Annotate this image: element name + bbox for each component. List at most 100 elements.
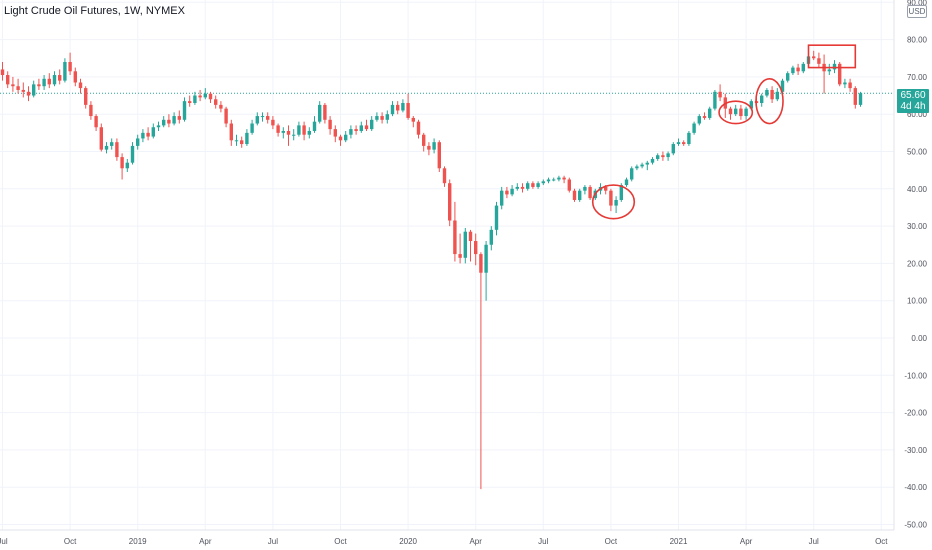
candle-body — [640, 164, 644, 167]
candle-body — [609, 190, 613, 206]
candle-body — [349, 129, 353, 135]
chart-title: Light Crude Oil Futures, 1W, NYMEX — [4, 5, 185, 17]
candle — [380, 112, 384, 124]
candle-body — [463, 231, 467, 258]
candle — [42, 75, 46, 90]
candle-body — [99, 127, 103, 150]
candle — [359, 121, 363, 133]
candle-body — [858, 93, 863, 105]
candle — [713, 89, 717, 111]
candle-body — [770, 89, 774, 100]
candle-body — [843, 82, 847, 85]
candle — [786, 71, 790, 83]
candle — [474, 233, 478, 266]
candle-body — [286, 130, 291, 135]
grid-lines — [0, 0, 894, 530]
candle-body — [125, 162, 129, 169]
candle — [406, 93, 410, 120]
candle-body — [494, 205, 499, 230]
candle-body — [245, 132, 249, 145]
candle-body — [832, 63, 837, 70]
candle — [136, 134, 140, 150]
candle-body — [479, 254, 483, 273]
candle-body — [16, 86, 20, 90]
candle-body — [182, 101, 187, 120]
candle — [302, 121, 306, 141]
time-axis[interactable]: Jul Oct 2019 Apr Jul Oct 2020 Apr Jul Oct 2021 Apr J… — [0, 537, 888, 546]
candle — [812, 50, 816, 61]
candle — [21, 82, 25, 98]
candle — [697, 114, 701, 126]
candle — [162, 116, 166, 128]
price-tick-label: 30.00 — [907, 222, 928, 231]
candle-body — [775, 91, 779, 100]
candle — [307, 127, 311, 139]
candle-body — [536, 183, 540, 187]
candle — [354, 125, 358, 135]
candle-body — [791, 67, 795, 74]
candle — [489, 226, 493, 251]
candle-body — [338, 136, 343, 141]
candle — [848, 78, 852, 92]
candle-body — [552, 179, 556, 181]
candle — [120, 153, 124, 180]
candle-body — [853, 88, 857, 105]
candle-body — [702, 116, 707, 118]
candle — [177, 110, 181, 124]
candle-body — [515, 186, 519, 189]
candle — [708, 106, 712, 120]
candle — [458, 233, 462, 264]
candle — [193, 91, 197, 105]
candle-body — [453, 220, 457, 255]
candle-body — [801, 63, 805, 72]
candle — [515, 183, 519, 191]
candle-body — [120, 157, 124, 169]
price-tick-label: 90.00 — [907, 0, 928, 7]
currency-badge[interactable]: USD — [907, 5, 927, 18]
candle — [84, 86, 88, 109]
candle-body — [130, 145, 135, 163]
candle-body — [177, 116, 181, 120]
candle-body — [250, 123, 254, 133]
annotation-circle — [591, 184, 636, 220]
candle — [245, 129, 249, 146]
candle-body — [484, 244, 488, 273]
candle — [286, 125, 291, 146]
candle-body — [21, 89, 25, 92]
candle — [853, 86, 857, 109]
candle — [661, 151, 665, 161]
candle-body — [760, 95, 764, 104]
candle-body — [614, 199, 618, 206]
candle-body — [578, 190, 582, 200]
candle — [73, 67, 77, 87]
candle — [546, 177, 551, 184]
candle-body — [526, 183, 530, 189]
candle — [146, 127, 150, 141]
time-tick-label: Apr — [469, 537, 482, 546]
candle — [68, 52, 72, 76]
candle — [141, 129, 145, 143]
candle — [442, 166, 447, 187]
candle-body — [297, 125, 301, 135]
candle — [234, 134, 239, 146]
candle-body — [713, 91, 717, 109]
candle — [630, 166, 634, 182]
candle — [364, 119, 369, 131]
candle-body — [312, 121, 317, 131]
candle-body — [364, 125, 369, 130]
candle-body — [42, 78, 46, 87]
candle — [99, 123, 103, 152]
candle — [130, 142, 135, 165]
candle-body — [744, 108, 748, 117]
candle-body — [427, 145, 431, 150]
candle-body — [406, 103, 410, 118]
time-tick-label: Apr — [199, 537, 212, 546]
candle-body — [375, 116, 379, 120]
candle — [167, 114, 171, 128]
price-axis[interactable]: 90.00 80.00 70.00 60.00 50.00 40.00 30.00 20.00… — [904, 0, 927, 530]
candle — [323, 103, 327, 124]
annotation-layer — [591, 44, 857, 220]
candle-body — [193, 95, 197, 104]
candle — [702, 112, 707, 120]
